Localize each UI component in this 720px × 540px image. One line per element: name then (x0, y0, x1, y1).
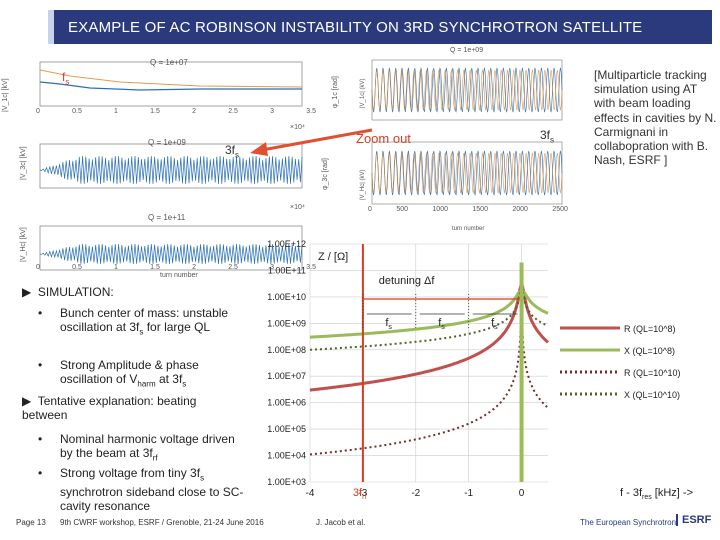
plot1-x-tick-1: 0.5 (72, 108, 82, 115)
x-tick-2: -2 (411, 488, 420, 499)
legend-label-3: X (QL=10^10) (624, 390, 680, 400)
plot3-ylabel: |V_Hc| [kV] (20, 227, 27, 262)
plot3-x-tick-4: 2 (192, 264, 196, 271)
bullet-simulation: ▶ SIMULATION: (22, 285, 114, 299)
zoom-plot-xlabel: turn number (452, 226, 485, 232)
zoom-x-tick-2: 1000 (432, 206, 448, 213)
y-tick-7: 1.00E+05 (267, 424, 306, 434)
bullet-amplitude: • Strong Amplitude & phase oscillation of… (38, 358, 199, 389)
zoom-x-ticks: 0 500 1000 1500 2000 2500 (368, 206, 568, 213)
y-tick-0: 1.00E+12 (267, 239, 306, 249)
title-bar: EXAMPLE OF AC ROBINSON INSTABILITY ON 3R… (48, 10, 712, 44)
fs-label-2: fs (491, 317, 498, 331)
detuning-label: detuning Δf (379, 275, 436, 287)
y-tick-6: 1.00E+06 (267, 398, 306, 408)
x-tick-3: -1 (464, 488, 473, 499)
fs-label-1: fs (438, 317, 445, 331)
plot1-right-ylabel: φ_1c [rad] (332, 76, 339, 108)
plot2-right-ylabel: φ_3c [rad] (322, 158, 329, 190)
plot-exponent-2: ×10⁴ (290, 204, 305, 211)
plot-q1e7 (39, 61, 303, 107)
y-tick-8: 1.00E+04 (267, 451, 306, 461)
series-x-ql1e8 (309, 290, 549, 339)
plot1-x-tick-2: 1 (114, 108, 118, 115)
plot1-title: Q = 1e+07 (150, 58, 188, 67)
zoom-plot (371, 59, 563, 205)
plot1-x-tick-0: 0 (36, 108, 40, 115)
simulation-credit-note: [Multiparticle tracking simulation using… (594, 68, 717, 168)
x-tick-4: 0 (519, 488, 525, 499)
chart-ylabel: Z / [Ω] (318, 251, 348, 263)
three-fs-marker-right: 3fs (540, 128, 555, 145)
footer-page: Page 13 (16, 518, 46, 527)
plot3-xlabel: turn number (160, 272, 198, 279)
impedance-chart: 1.00E+12 1.00E+11 1.00E+10 1.00E+09 1.00E+08… (248, 232, 718, 512)
bullet-tentative: ▶ Tentative explanation: beating between (22, 394, 197, 422)
series-r-ql1e8 (310, 281, 549, 392)
three-fs-marker-left: 3fs (225, 143, 240, 160)
plot2-title: Q = 1e+09 (148, 138, 186, 147)
legend-label-2: R (QL=10^10) (624, 368, 681, 378)
plot1-x-tick-7: 3.5 (306, 108, 316, 115)
plot1-x-ticks: 0 0.5 1 1.5 2 2.5 3 3.5 (36, 108, 316, 115)
plot3-x-tick-5: 2.5 (228, 264, 238, 271)
y-tick-2: 1.00E+10 (267, 292, 306, 302)
impedance-chart-svg: 1.00E+12 1.00E+11 1.00E+10 1.00E+09 1.00E+08… (267, 239, 693, 501)
bullet-com: • Bunch center of mass: unstable oscillat… (38, 306, 229, 337)
legend-label-1: X (QL=10^8) (624, 346, 675, 356)
x-tick-0: -4 (306, 488, 315, 499)
plot3-x-tick-7: 3.5 (306, 264, 316, 271)
bullet-strong-voltage: • Strong voltage from tiny 3fs synchrotro… (38, 466, 244, 514)
y-tick-4: 1.00E+08 (267, 345, 306, 355)
zoom-x-tick-4: 2000 (512, 206, 528, 213)
y-tick-9: 1.00E+03 (267, 477, 306, 487)
chart-xlabel: f - 3fres [kHz] -> (620, 487, 693, 501)
zoom-x-tick-0: 0 (368, 206, 372, 213)
zoom-arrow (250, 128, 373, 156)
plot-exponent-1: ×10⁴ (290, 124, 305, 131)
series-r-ql1e10 (309, 302, 549, 456)
y-tick-1: 1.00E+11 (268, 265, 306, 275)
fs-marker-top: fs (62, 70, 70, 87)
y-tick-3: 1.00E+09 (267, 318, 306, 328)
footer-author: J. Jacob et al. (316, 518, 366, 527)
plot1-x-tick-6: 3 (270, 108, 275, 115)
x-tick-1: -3 (358, 488, 367, 499)
plot-q1e11 (39, 225, 303, 271)
slide-title: EXAMPLE OF AC ROBINSON INSTABILITY ON 3R… (68, 19, 643, 36)
plot1-x-tick-5: 2.5 (228, 108, 238, 115)
plot3-x-tick-2: 1 (114, 264, 118, 271)
plot1-ylabel: |V_1c| [kV] (2, 78, 9, 112)
plot3-title: Q = 1e+11 (148, 213, 186, 222)
plot3-x-tick-6: 3 (270, 264, 275, 271)
zoom-ylabel-bottom: |V_Hc| (kV) (360, 169, 366, 200)
plot2-ylabel: |V_3c| [kV] (20, 146, 27, 180)
plot3-x-tick-0: 0 (36, 264, 40, 271)
legend-label-0: R (QL=10^8) (624, 324, 676, 334)
zoom-ylabel-top: |V_1c| (kV) (360, 78, 366, 108)
plot-q1e9 (39, 143, 303, 189)
esrf-logo: ESRF (676, 514, 711, 526)
bullet-nominal: • Nominal harmonic voltage driven by the … (38, 432, 235, 463)
zoom-x-tick-5: 2500 (552, 206, 568, 213)
resonance-marker (519, 262, 524, 482)
footer-workshop: 9th CWRF workshop, ESRF / Grenoble, 21-2… (60, 518, 264, 527)
zoom-x-tick-3: 1500 (472, 206, 488, 213)
zoom-plot-title: Q = 1e+09 (450, 47, 484, 54)
plot3-x-tick-3: 1.5 (150, 264, 160, 271)
fs-label-0: fs (385, 317, 392, 331)
plot3-x-ticks: 0 0.5 1 1.5 2 2.5 3 3.5 (36, 264, 316, 271)
simulation-plots (39, 61, 303, 271)
plot3-x-tick-1: 0.5 (72, 264, 82, 271)
footer-org: The European Synchrotron (580, 518, 677, 527)
plot1-x-tick-4: 2 (192, 108, 196, 115)
y-tick-5: 1.00E+07 (267, 371, 306, 381)
plot1-x-tick-3: 1.5 (150, 108, 160, 115)
zoom-x-tick-1: 500 (396, 206, 408, 213)
